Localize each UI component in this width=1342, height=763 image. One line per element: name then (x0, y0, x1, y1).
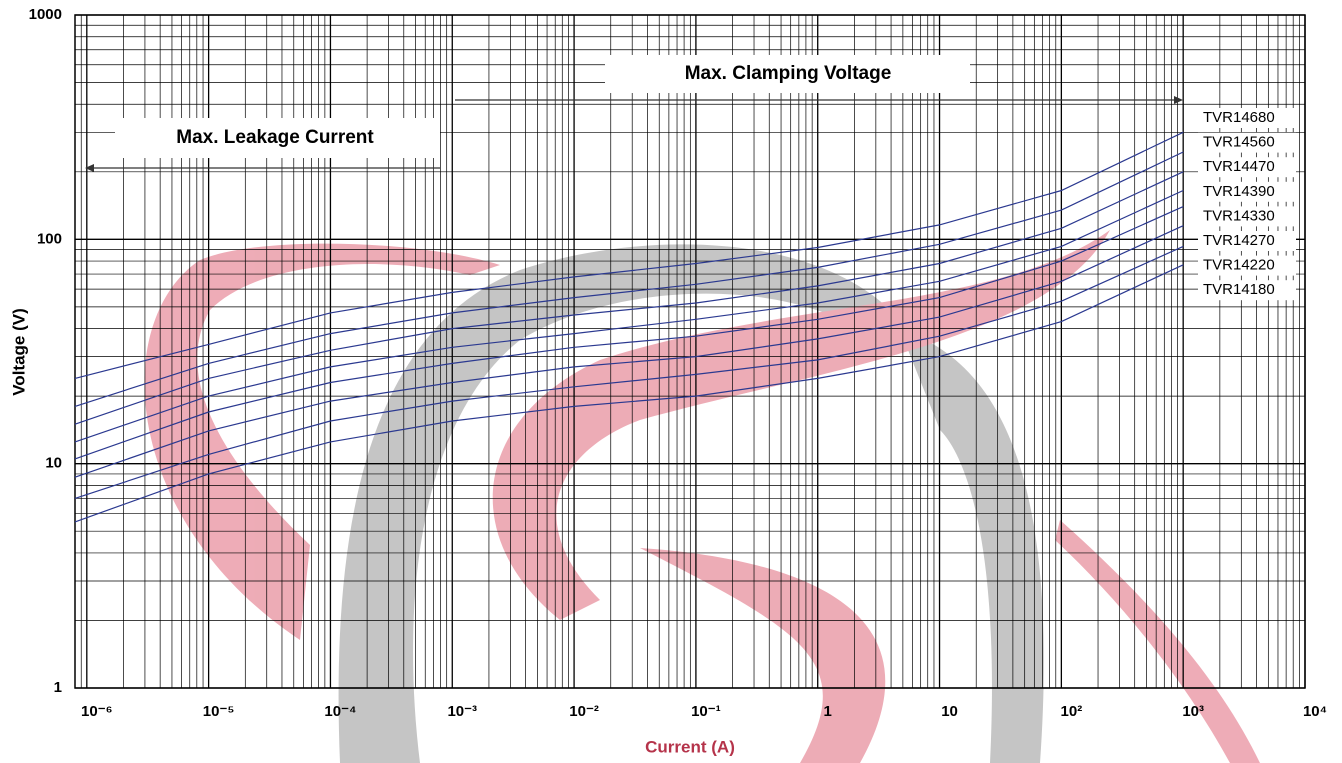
watermark (144, 230, 1260, 763)
legend-label: TVR14270 (1203, 232, 1275, 249)
series-line (74, 151, 1184, 407)
legend-bg (1198, 108, 1296, 128)
legend-label: TVR14560 (1203, 134, 1275, 151)
series-line (74, 171, 1184, 425)
x-tick-label: 10⁴ (1303, 703, 1327, 720)
x-tick-label: 10 (941, 703, 958, 720)
annotations: Max. Clamping Voltage Max. Leakage Curre… (85, 55, 1183, 172)
x-tick-label: 10⁻¹ (691, 703, 721, 720)
legend-bg (1198, 157, 1296, 178)
series-line (74, 225, 1184, 478)
annotation: Max. Clamping Voltage (685, 63, 892, 84)
series-group (74, 131, 1184, 523)
legend-label: TVR14680 (1203, 109, 1275, 126)
x-axis-title: Current (A) (645, 737, 735, 756)
x-tick-label: 1 (824, 703, 832, 720)
legend-bg (1198, 231, 1296, 251)
x-tick-label: 10⁻³ (447, 703, 477, 720)
y-tick-label: 1 (54, 679, 62, 696)
x-tick-label: 10⁻⁴ (324, 703, 356, 720)
legend-label: TVR14470 (1203, 158, 1275, 175)
series-line (74, 264, 1184, 523)
annotation-box (605, 55, 970, 93)
series-line (74, 206, 1184, 460)
x-tick-label: 10⁻² (569, 703, 599, 720)
legend-label: TVR14390 (1203, 183, 1275, 200)
legend-bg (1198, 280, 1296, 301)
x-tick-label: 10⁻⁵ (203, 703, 235, 720)
plot-border (74, 14, 1306, 689)
y-tick-label: 1000 (29, 6, 62, 23)
x-tick-label: 10⁻⁶ (81, 703, 113, 720)
x-tick-label: 10³ (1182, 703, 1204, 720)
series-line (74, 245, 1184, 499)
legend-bg (1198, 181, 1296, 202)
legend-label: TVR14180 (1203, 281, 1275, 298)
annotation-box (115, 118, 440, 158)
legend-bg (1198, 255, 1296, 276)
legend-label: TVR14220 (1203, 257, 1275, 274)
series-line (74, 131, 1184, 379)
legend-bg (1198, 206, 1296, 227)
y-tick-label: 10 (45, 455, 62, 472)
y-tick-label: 100 (37, 230, 62, 247)
annotation: Max. Leakage Current (176, 127, 374, 148)
arrow-head (85, 164, 94, 172)
y-axis-title: Voltage (V) (9, 308, 28, 396)
legend-label: TVR14330 (1203, 207, 1275, 224)
legend-bg (1198, 132, 1296, 153)
x-tick-label: 10² (1061, 703, 1083, 720)
series-line (74, 189, 1184, 443)
arrow-head (1174, 96, 1183, 104)
grid (75, 14, 1306, 689)
